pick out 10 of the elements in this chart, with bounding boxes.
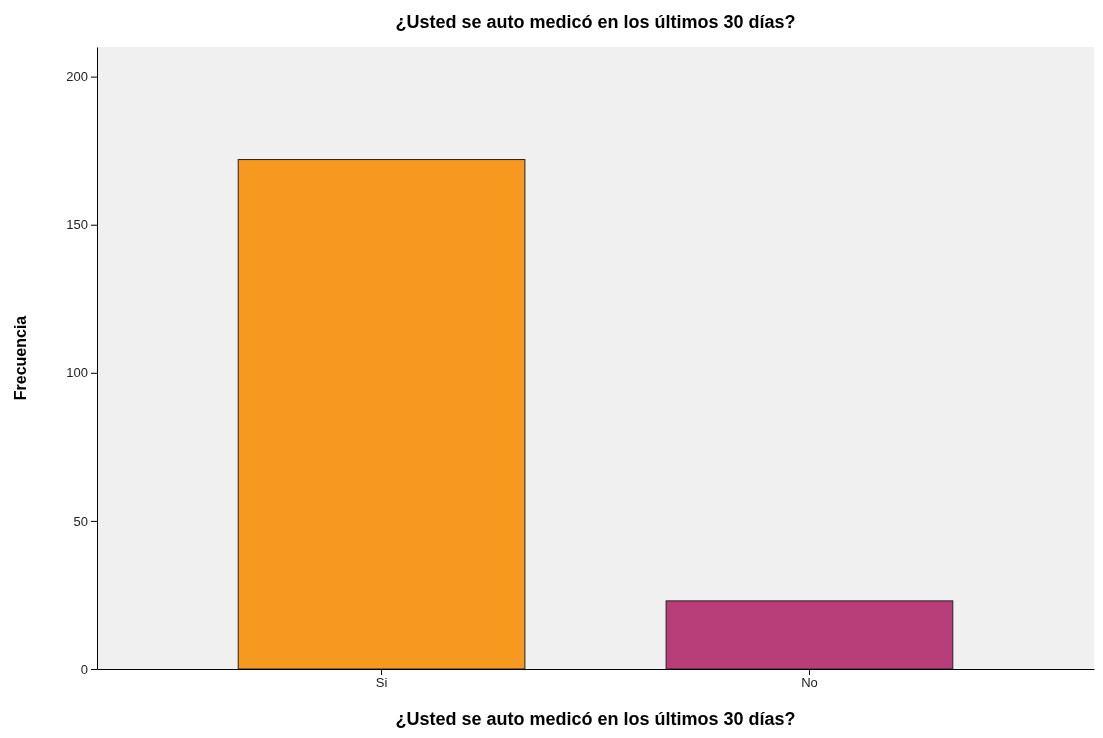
x-axis-title: ¿Usted se auto medicó en los últimos 30 días? (395, 709, 796, 729)
x-tick-label: No (801, 675, 818, 691)
y-tick-label: 0 (80, 661, 88, 677)
chart-title: ¿Usted se auto medicó en los últimos 30 días? (395, 12, 796, 32)
x-tick-label: Si (375, 675, 388, 691)
y-tick-label: 50 (73, 513, 88, 529)
y-tick-label: 200 (66, 69, 88, 85)
y-tick-label: 100 (66, 365, 88, 381)
y-tick-label: 150 (66, 217, 88, 233)
y-axis-title: Frecuencia (12, 315, 29, 401)
